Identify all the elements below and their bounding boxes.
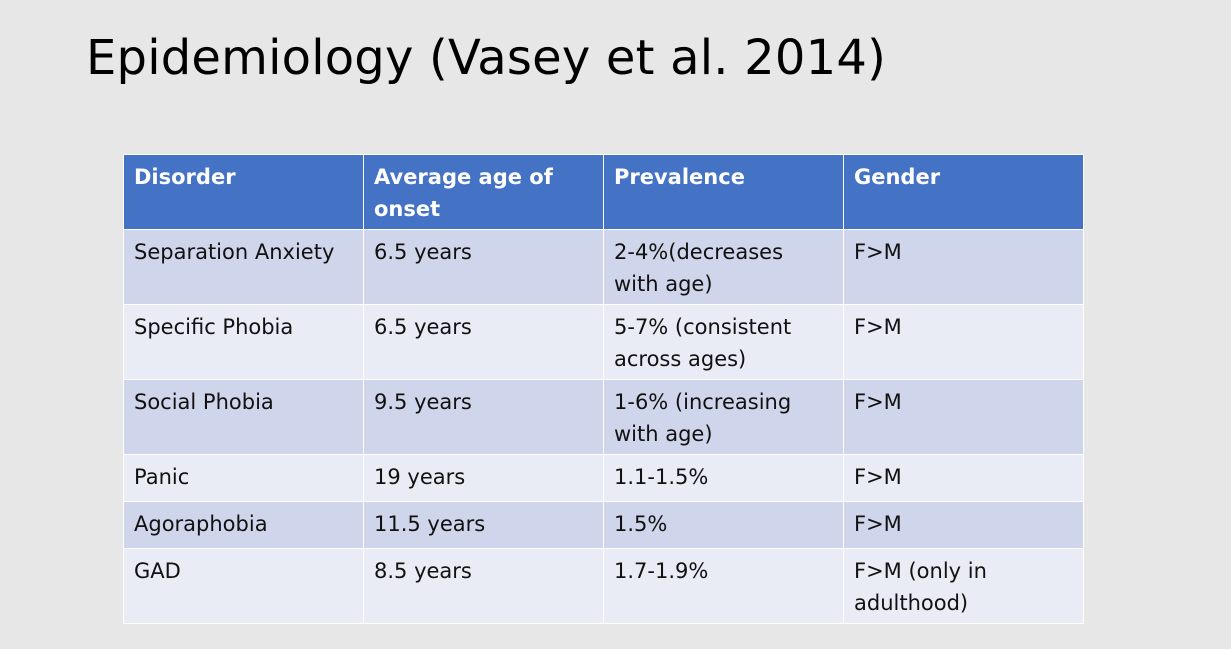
header-disorder: Disorder	[123, 154, 364, 230]
cell-gender: F>M (only in adulthood)	[843, 548, 1084, 624]
header-gender: Gender	[843, 154, 1084, 230]
table-row: Specific Phobia 6.5 years 5-7% (consiste…	[123, 304, 1084, 380]
table-row: Social Phobia 9.5 years 1-6% (increasing…	[123, 379, 1084, 455]
cell-onset: 6.5 years	[363, 304, 604, 380]
table-row: Agoraphobia 11.5 years 1.5% F>M	[123, 501, 1084, 549]
cell-disorder: Panic	[123, 454, 364, 502]
header-prevalence: Prevalence	[603, 154, 844, 230]
slide-title: Epidemiology (Vasey et al. 2014)	[86, 30, 887, 86]
cell-onset: 6.5 years	[363, 229, 604, 305]
cell-prevalence: 1.1-1.5%	[603, 454, 844, 502]
cell-onset: 8.5 years	[363, 548, 604, 624]
cell-disorder: Separation Anxiety	[123, 229, 364, 305]
cell-gender: F>M	[843, 501, 1084, 549]
table-row: Panic 19 years 1.1-1.5% F>M	[123, 454, 1084, 502]
table-header-row: Disorder Average age of onset Prevalence…	[123, 154, 1084, 230]
cell-disorder: Agoraphobia	[123, 501, 364, 549]
cell-disorder: Social Phobia	[123, 379, 364, 455]
header-average-age-of-onset: Average age of onset	[363, 154, 604, 230]
cell-prevalence: 1-6% (increasing with age)	[603, 379, 844, 455]
table-row: Separation Anxiety 6.5 years 2-4%(decrea…	[123, 229, 1084, 305]
cell-gender: F>M	[843, 454, 1084, 502]
cell-prevalence: 1.7-1.9%	[603, 548, 844, 624]
cell-disorder: GAD	[123, 548, 364, 624]
cell-disorder: Specific Phobia	[123, 304, 364, 380]
cell-gender: F>M	[843, 379, 1084, 455]
cell-prevalence: 1.5%	[603, 501, 844, 549]
epidemiology-table: Disorder Average age of onset Prevalence…	[123, 154, 1084, 624]
cell-prevalence: 2-4%(decreases with age)	[603, 229, 844, 305]
table-row: GAD 8.5 years 1.7-1.9% F>M (only in adul…	[123, 548, 1084, 624]
cell-onset: 9.5 years	[363, 379, 604, 455]
cell-onset: 19 years	[363, 454, 604, 502]
cell-gender: F>M	[843, 229, 1084, 305]
cell-gender: F>M	[843, 304, 1084, 380]
cell-prevalence: 5-7% (consistent across ages)	[603, 304, 844, 380]
cell-onset: 11.5 years	[363, 501, 604, 549]
